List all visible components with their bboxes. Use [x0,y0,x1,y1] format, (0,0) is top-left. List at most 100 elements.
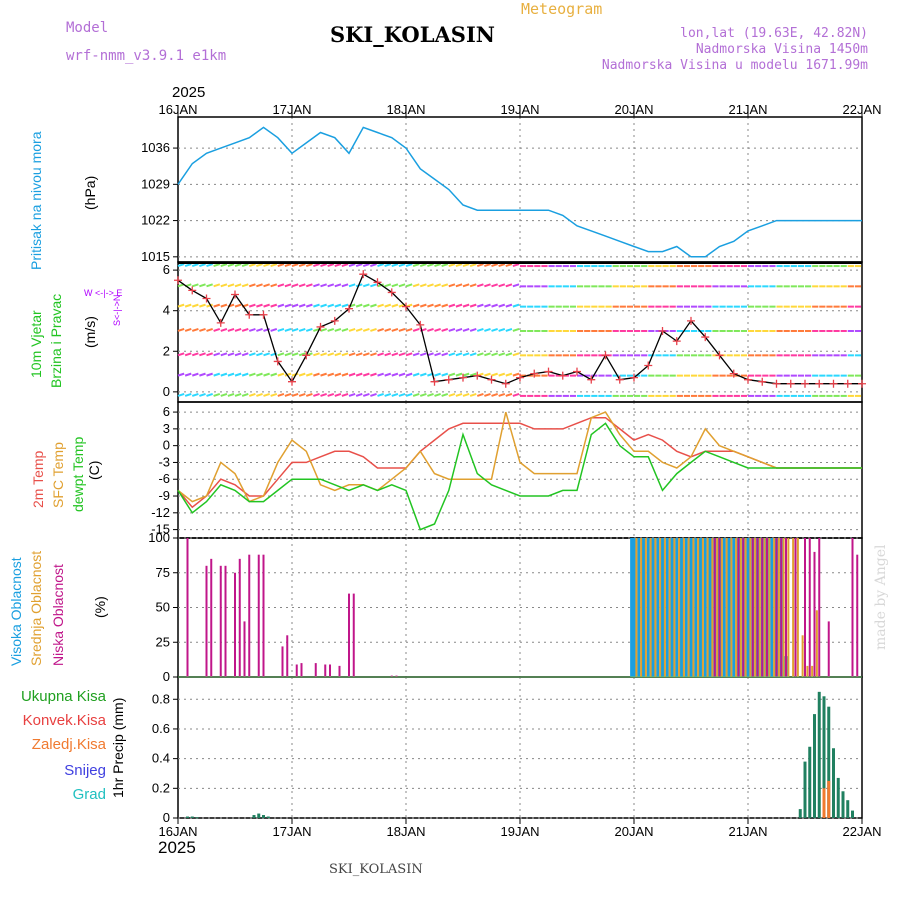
wind-direction-arrow [484,328,491,332]
wind-direction-arrow [248,283,256,288]
wind-direction-arrow [263,283,270,288]
wind-direction-arrow [277,263,285,268]
wind-direction-arrow [334,283,342,288]
wind-direction-arrow [498,352,506,357]
cloud-bar [654,538,657,677]
wind-direction-arrow [191,328,199,332]
wind-direction-arrow [305,328,313,332]
wind-speed-marker [786,379,795,388]
wind-direction-arrow [476,263,484,268]
y-tick-label: 1022 [141,213,170,228]
precip-bar [803,761,807,818]
wind-speed-marker [259,310,268,319]
wind-direction-arrow [341,352,349,357]
wind-direction-arrow [298,392,306,397]
wind-speed-marker [601,351,610,360]
wind-direction-arrow [177,303,185,308]
cloud-bar [758,538,761,677]
day-label-top: 22JAN [842,102,881,117]
cloud-bar [642,538,645,677]
wind-direction-arrow [234,352,242,357]
wind-direction-arrow [398,392,406,397]
precip-frozen-label: Zaledj.Kisa [31,736,106,753]
cloud-bar [796,538,799,677]
y-tick-label: 0.4 [152,751,170,766]
wind-direction-arrow [448,303,456,308]
wind-speed-marker [359,270,368,279]
wind-direction-arrow [277,328,285,332]
wind-direction-arrow [234,328,242,332]
cloud-bar [727,538,731,677]
wind-speed-marker [273,357,282,366]
wind-direction-arrow [448,263,456,268]
wind-direction-arrow [341,283,349,288]
wind-direction-arrow [277,372,285,377]
cloud-bar [224,565,227,677]
wind-direction-arrow [348,283,356,288]
wind-direction-arrow [377,352,384,357]
cloud-bar [663,538,666,677]
day-label-top: 18JAN [386,102,425,117]
wind-direction-arrow [484,303,491,308]
wind-speed-marker [715,351,724,360]
wind-direction-arrow [370,263,377,268]
wind-direction-arrow [320,352,327,357]
precip-snow-label: Snijeg [64,762,106,779]
wind-direction-arrow [206,372,213,377]
cloud-bar [656,538,660,677]
wind-direction-arrow [434,283,441,288]
cloud-bar [651,538,655,677]
wind-direction-arrow [512,263,520,268]
wind-speed-marker [744,375,752,384]
wind-speed-marker [829,379,838,388]
wind-direction-arrow [505,283,513,288]
y-tick-label: 1015 [141,249,170,264]
cloud-bar [742,538,745,677]
wind-direction-arrow [476,303,484,308]
wind-direction-arrow [448,392,456,397]
cloud-bar [186,538,189,677]
cloud-bar [815,610,818,677]
wind-direction-arrow [220,303,228,308]
wind-direction-arrow [220,372,228,377]
series-line [177,422,862,531]
cloud-bar [768,538,771,677]
wind-direction-arrow [341,372,349,377]
wind-direction-arrow [427,328,434,332]
wind-speed-marker [644,361,653,370]
wind-direction-arrow [241,263,249,268]
cloud-bar [281,646,284,677]
wind-direction-arrow [412,328,420,332]
wind-direction-arrow [277,283,285,288]
wind-direction-arrow [227,392,235,397]
cloud-bar [851,538,854,677]
station-title: SKI_KOLASIN [330,22,495,47]
wind-direction-arrow [476,328,484,332]
wind-direction-arrow [313,372,320,377]
cloud-bar [766,538,768,677]
wind-direction-arrow [220,328,228,332]
wind-direction-arrow [362,263,370,268]
day-label-top: 20JAN [614,102,653,117]
wind-direction-arrow [370,328,377,332]
wind-direction-arrow [391,303,399,308]
wind-direction-arrow [412,372,420,377]
cloud-bar [314,663,317,677]
wind-direction-arrow [398,263,406,268]
wind-direction-arrow [213,303,221,308]
wind-direction-arrow [305,372,313,377]
wind-speed-marker [772,379,781,388]
wind-direction-arrow [241,392,249,397]
cloud-bar [635,538,638,677]
cloud-bar [684,538,688,677]
wind-direction-arrow [355,303,363,308]
cloud-bar [775,538,778,677]
wind-direction-arrow [427,283,434,288]
wind-direction-arrow [441,328,449,332]
wind-direction-arrow [362,372,370,377]
cloud-bar [801,635,804,677]
y-tick-label: 0 [163,669,170,684]
wind-direction-arrow [377,372,384,377]
precip-bar [190,816,194,818]
wind-direction-arrow [256,303,263,308]
